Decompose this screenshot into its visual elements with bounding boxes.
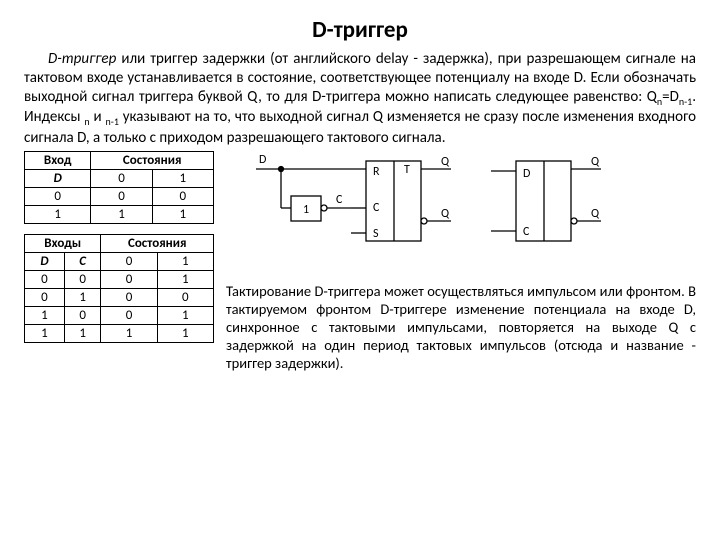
right-column: 1 D C R C S <box>226 151 696 387</box>
svg-text:D: D <box>259 153 266 167</box>
t2-h1: Входы <box>25 235 101 253</box>
t2-r0c0: D <box>25 253 65 271</box>
svg-text:C: C <box>373 201 380 215</box>
t2-r0c3: 1 <box>157 253 213 271</box>
schematic-diagram: 1 D C R C S <box>226 151 696 261</box>
svg-text:C: C <box>336 193 343 207</box>
main-paragraph: D-триггер или триггер задержки (от англи… <box>24 50 696 147</box>
svg-text:T: T <box>404 163 410 177</box>
svg-text:R: R <box>373 165 380 179</box>
tables-column: Вход Состояния D 0 1 0 0 0 1 1 1 Входы <box>24 151 214 387</box>
svg-text:C: C <box>523 225 530 239</box>
term-dff: D-триггер <box>48 50 116 68</box>
truth-table-1: Вход Состояния D 0 1 0 0 0 1 1 1 <box>24 151 214 224</box>
svg-text:S: S <box>373 227 379 241</box>
secondary-paragraph: Тактирование D-триггера может осуществля… <box>226 282 696 373</box>
t1-h1: Вход <box>25 152 91 170</box>
svg-text:Q: Q <box>441 207 450 221</box>
t1-r0c2: 1 <box>152 170 213 188</box>
truth-table-2: Входы Состояния D C 0 1 0 0 0 1 0 1 0 0 <box>24 234 214 343</box>
t1-r0c0: D <box>25 170 91 188</box>
t1-r1c1: 0 <box>91 188 152 206</box>
svg-text:Q: Q <box>591 155 600 169</box>
t2-r0c1: C <box>64 253 101 271</box>
t1-h2: Состояния <box>91 152 214 170</box>
svg-text:Q: Q <box>441 155 450 169</box>
t1-r1c0: 0 <box>25 188 91 206</box>
svg-text:D: D <box>523 167 530 181</box>
t1-r1c2: 0 <box>152 188 213 206</box>
t2-r0c2: 0 <box>101 253 157 271</box>
t1-r0c1: 0 <box>91 170 152 188</box>
t2-h2: Состояния <box>101 235 214 253</box>
t1-r2c1: 1 <box>91 206 152 224</box>
svg-text:Q: Q <box>591 207 600 221</box>
content-row: Вход Состояния D 0 1 0 0 0 1 1 1 Входы <box>24 151 696 387</box>
svg-text:1: 1 <box>303 203 309 217</box>
page-title: D-триггер <box>24 16 696 44</box>
t1-r2c2: 1 <box>152 206 213 224</box>
t1-r2c0: 1 <box>25 206 91 224</box>
